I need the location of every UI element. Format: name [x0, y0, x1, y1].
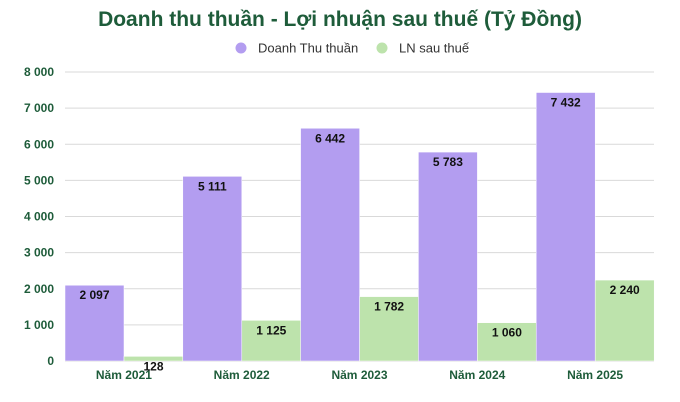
legend-swatch-1: [235, 42, 247, 54]
x-tick-label: Năm 2024: [449, 368, 505, 382]
bar-revenue-1: [64, 284, 125, 362]
legend-swatch-2: [376, 42, 388, 54]
y-tick-label: 3 000: [24, 246, 54, 260]
y-tick-label: 4 000: [24, 210, 54, 224]
data-label-profit-4: 1 060: [492, 326, 522, 340]
x-tick-label: Năm 2021: [96, 368, 152, 382]
x-axis: Năm 2021 Năm 2022 Năm 2023 Năm 2024 Năm 2025: [96, 368, 624, 382]
legend: Doanh Thu thuần LN sau thuế: [235, 41, 470, 56]
x-tick-label: Năm 2025: [567, 368, 623, 382]
data-label-revenue-4: 5 783: [433, 155, 463, 169]
data-label-profit-1: 128: [143, 359, 163, 373]
bar-revenue-2: [182, 176, 243, 362]
y-axis: 0 1 000 2 000 3 000 4 000 5 000 6 000 7 000 8 00…: [24, 65, 54, 368]
bar-revenue-5: [535, 92, 596, 362]
y-tick-label: 2 000: [24, 282, 54, 296]
data-label-profit-3: 1 782: [374, 300, 404, 314]
legend-label-2: LN sau thuế: [399, 41, 470, 56]
data-label-profit-5: 2 240: [610, 283, 640, 297]
data-label-revenue-3: 6 442: [315, 131, 345, 145]
y-tick-label: 0: [47, 354, 54, 368]
y-tick-label: 7 000: [24, 101, 54, 115]
y-tick-label: 8 000: [24, 65, 54, 79]
data-label-revenue-1: 2 097: [79, 288, 109, 302]
y-tick-label: 5 000: [24, 173, 54, 187]
bar-profit-5: [594, 279, 655, 362]
x-tick-label: Năm 2023: [331, 368, 387, 382]
y-tick-label: 6 000: [24, 137, 54, 151]
chart-title: Doanh thu thuần - Lợi nhuận sau thuế (Tỷ…: [98, 8, 582, 31]
data-label-revenue-5: 7 432: [551, 96, 581, 110]
bar-profit-2: [241, 320, 302, 362]
bars: 2 097 128 5 111 1 125 6 442 1 782 5 783 1 060 7 …: [64, 92, 655, 373]
data-label-revenue-2: 5 111: [198, 179, 227, 193]
bar-revenue-3: [300, 128, 360, 362]
data-label-profit-2: 1 125: [256, 323, 286, 337]
bar-revenue-4: [418, 151, 478, 362]
x-tick-label: Năm 2022: [214, 368, 270, 382]
y-tick-label: 1 000: [24, 318, 54, 332]
legend-label-1: Doanh Thu thuần: [258, 41, 358, 56]
